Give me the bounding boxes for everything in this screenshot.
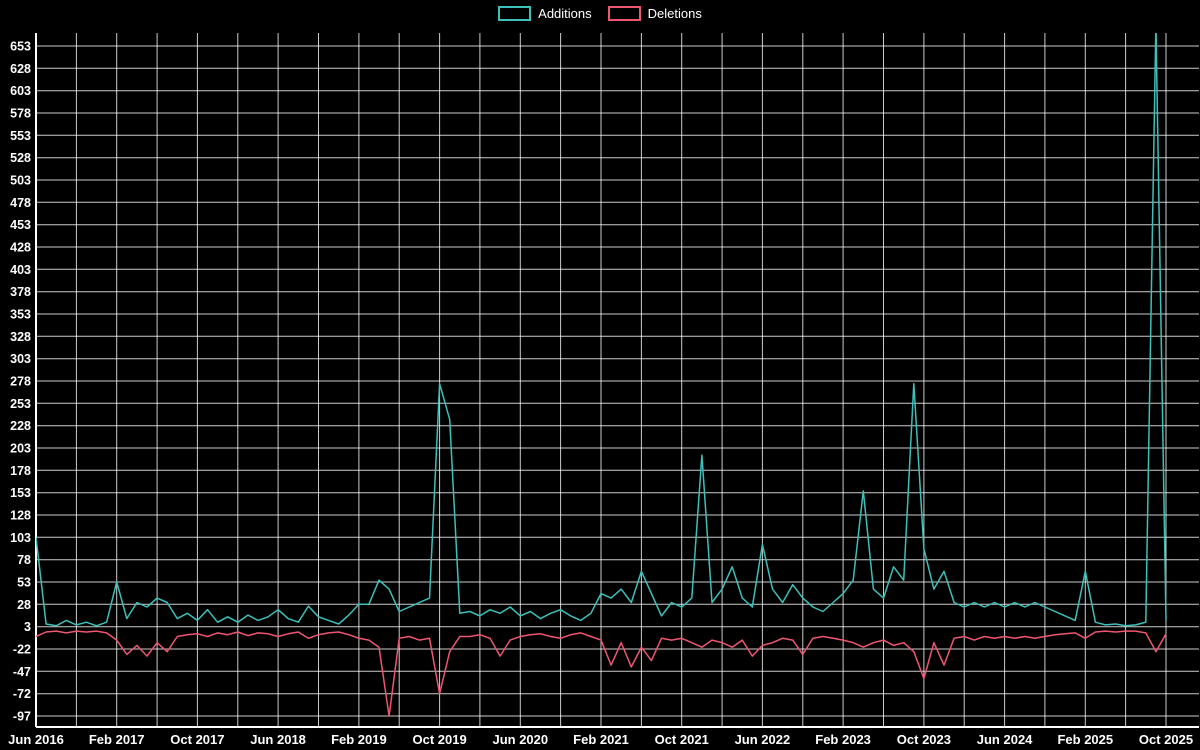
- y-tick-label: 178: [10, 464, 31, 478]
- y-tick-label: 328: [10, 330, 31, 344]
- y-tick-label: -47: [13, 665, 31, 679]
- y-tick-label: 28: [17, 598, 31, 612]
- y-tick-label: -97: [13, 710, 31, 724]
- x-tick-label: Feb 2025: [1057, 732, 1113, 747]
- x-tick-label: Feb 2019: [331, 732, 387, 747]
- y-tick-label: 228: [10, 419, 31, 433]
- y-tick-label: 653: [10, 40, 31, 54]
- y-tick-label: 153: [10, 486, 31, 500]
- x-tick-label: Jun 2020: [492, 732, 548, 747]
- deletions-line: [36, 630, 1167, 717]
- y-tick-label: 278: [10, 375, 31, 389]
- x-tick-label: Oct 2023: [897, 732, 951, 747]
- y-tick-label: 253: [10, 397, 31, 411]
- x-tick-label: Jun 2018: [250, 732, 306, 747]
- y-tick-label: 478: [10, 196, 31, 210]
- y-tick-label: 103: [10, 531, 31, 545]
- y-tick-label: 503: [10, 174, 31, 188]
- legend-item-additions[interactable]: Additions: [498, 6, 592, 21]
- x-tick-label: Oct 2025: [1139, 732, 1193, 747]
- y-tick-label: 53: [17, 576, 31, 590]
- y-tick-label: 603: [10, 84, 31, 98]
- y-tick-label: 578: [10, 107, 31, 121]
- y-tick-label: 353: [10, 308, 31, 322]
- x-tick-label: Jun 2024: [977, 732, 1033, 747]
- x-tick-label: Feb 2021: [573, 732, 629, 747]
- y-tick-label: 3: [24, 620, 31, 634]
- y-tick-label: 403: [10, 263, 31, 277]
- y-tick-label: 378: [10, 285, 31, 299]
- additions-legend-label: Additions: [538, 6, 592, 21]
- legend: Additions Deletions: [0, 6, 1200, 21]
- x-tick-label: Oct 2019: [412, 732, 466, 747]
- x-tick-label: Jun 2016: [8, 732, 64, 747]
- y-tick-label: 453: [10, 218, 31, 232]
- y-tick-label: 203: [10, 442, 31, 456]
- deletions-swatch: [607, 6, 641, 21]
- x-tick-label: Oct 2021: [655, 732, 709, 747]
- legend-item-deletions[interactable]: Deletions: [607, 6, 702, 21]
- y-tick-label: 528: [10, 151, 31, 165]
- y-tick-label: 553: [10, 129, 31, 143]
- additions-line: [36, 33, 1167, 627]
- y-tick-label: 78: [17, 553, 31, 567]
- x-tick-label: Jun 2022: [735, 732, 791, 747]
- y-tick-label: -72: [13, 687, 31, 701]
- y-tick-label: -22: [13, 643, 31, 657]
- y-tick-label: 428: [10, 241, 31, 255]
- x-tick-label: Oct 2017: [170, 732, 224, 747]
- additions-swatch: [498, 6, 532, 21]
- x-tick-label: Feb 2017: [89, 732, 145, 747]
- y-tick-label: 128: [10, 509, 31, 523]
- y-tick-label: 303: [10, 352, 31, 366]
- x-tick-label: Feb 2023: [815, 732, 871, 747]
- y-tick-label: 628: [10, 62, 31, 76]
- deletions-legend-label: Deletions: [647, 6, 702, 21]
